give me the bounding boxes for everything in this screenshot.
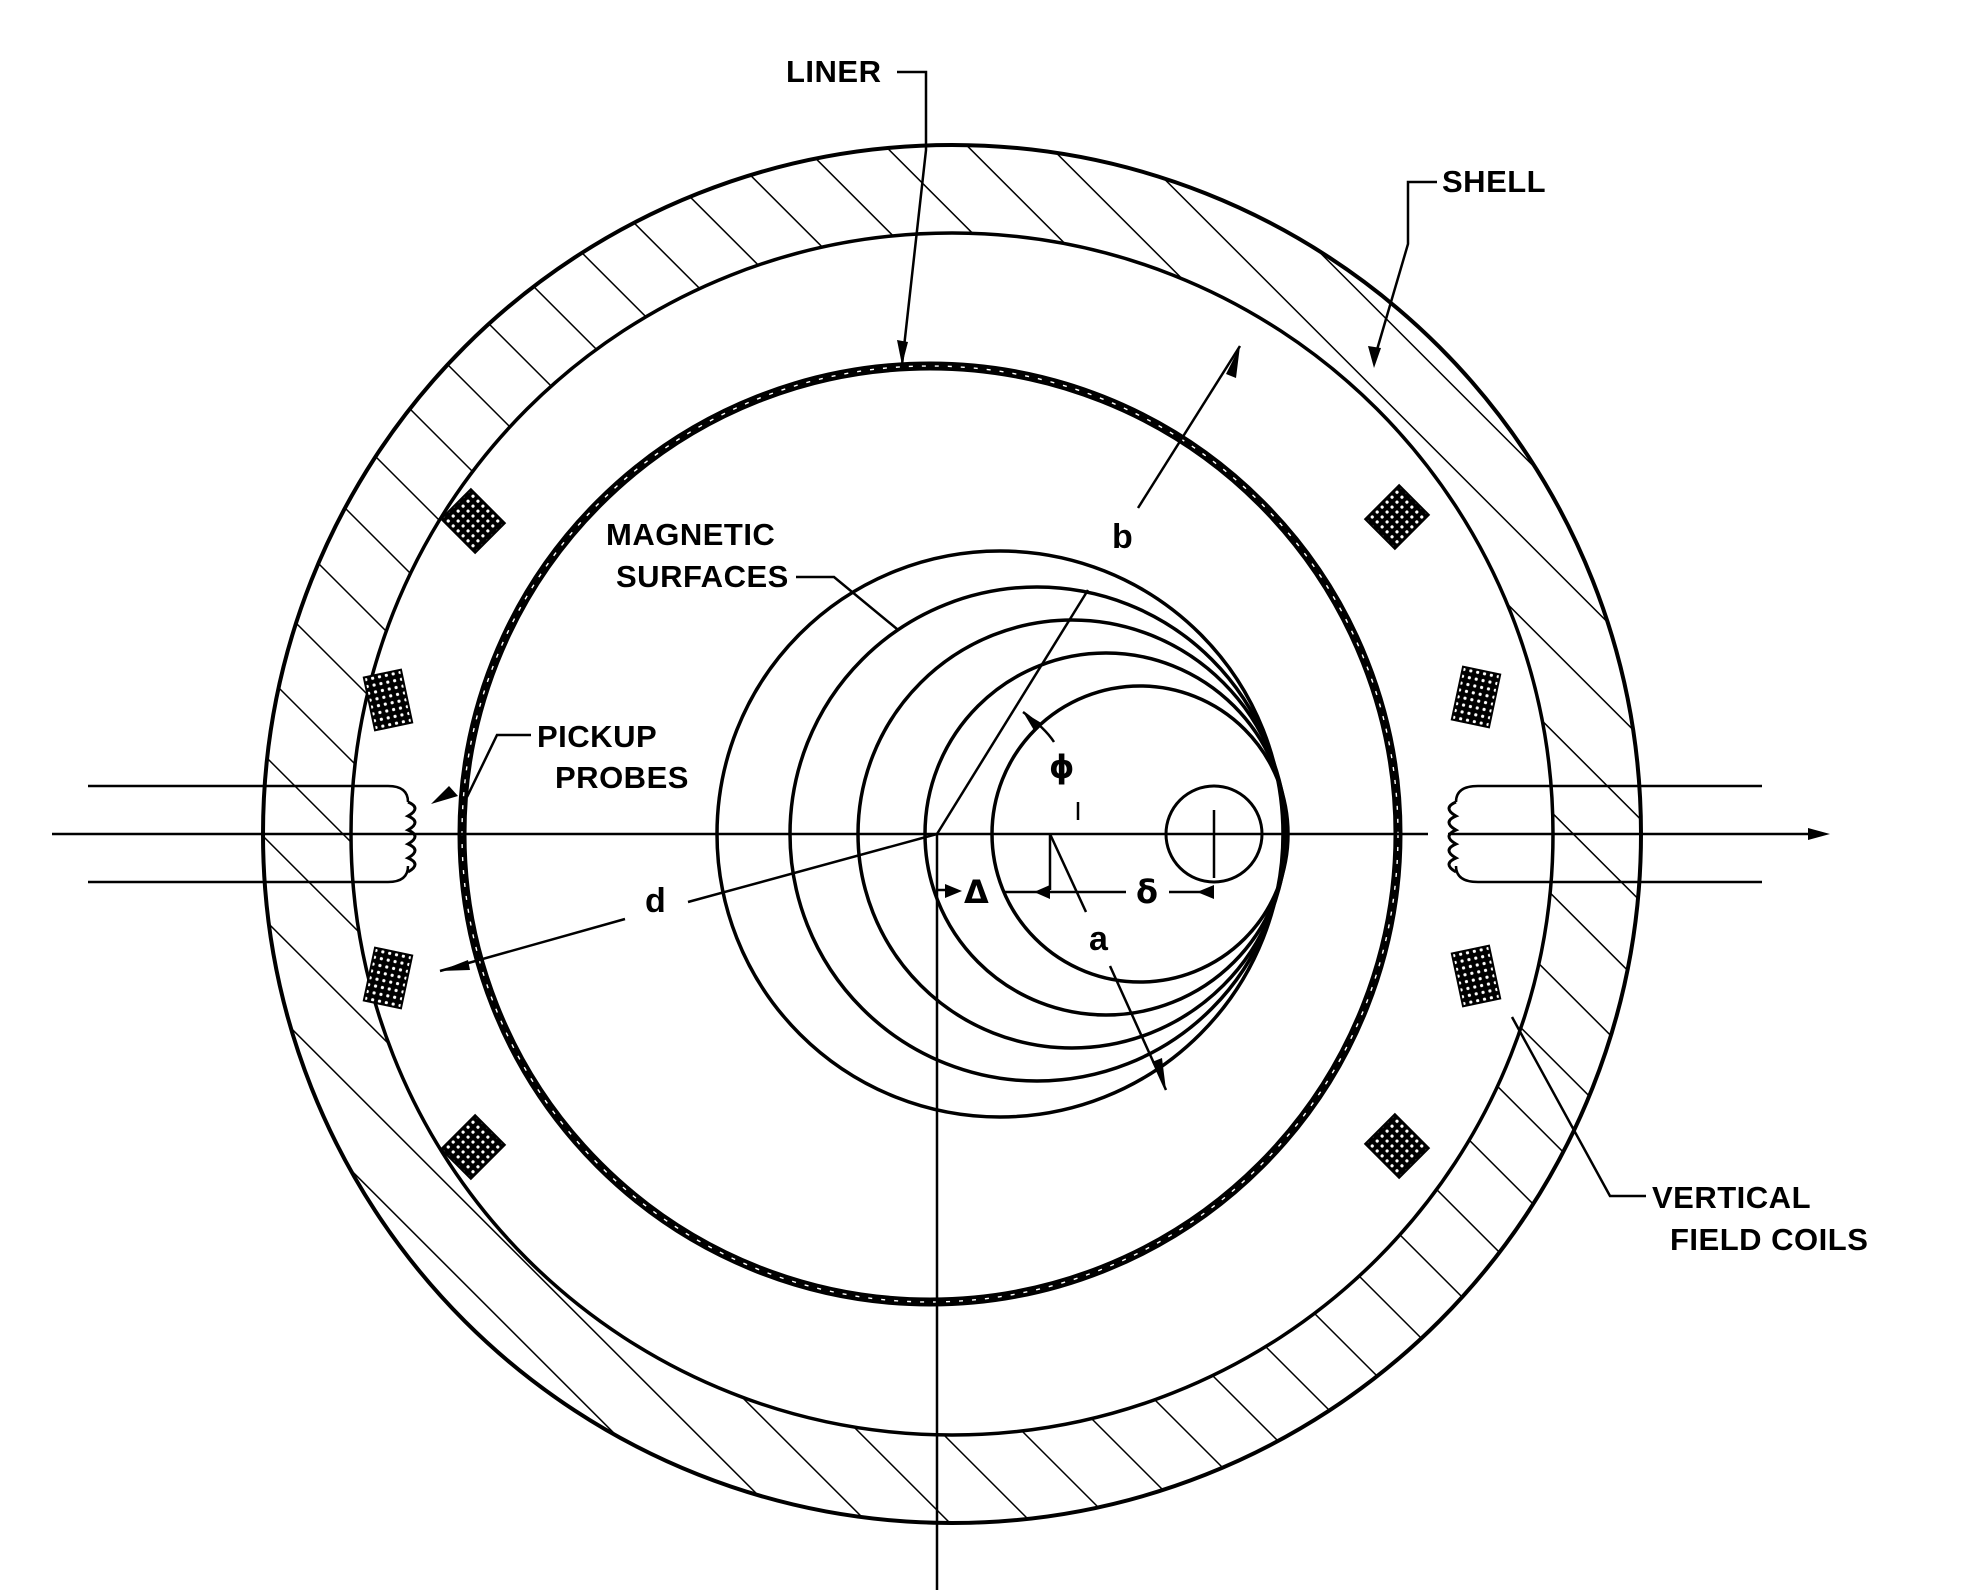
dimension-b	[935, 345, 1242, 835]
label-pickup-probes-2: PROBES	[555, 760, 689, 795]
symbol-delta-upper: Δ	[964, 873, 989, 911]
symbol-phi: ϕ	[1049, 748, 1074, 786]
leader-pickup-probes	[465, 733, 531, 798]
leader-magnetic-surfaces	[796, 575, 898, 630]
phi-arrowhead	[1023, 712, 1043, 732]
label-liner: LINER	[786, 54, 882, 89]
delta-arrow-left	[945, 884, 962, 898]
label-vertical-field-coils-2: FIELD COILS	[1670, 1222, 1868, 1257]
dimension-d	[439, 832, 938, 973]
d-arrowhead	[440, 960, 470, 971]
vertical-field-coils	[362, 483, 1502, 1181]
leader-liner	[897, 70, 928, 366]
a-arrowhead	[1152, 1058, 1166, 1090]
delta-arrow-right	[1034, 885, 1050, 899]
shell-leader-arrow	[1368, 346, 1381, 368]
liner-leader-arrow	[897, 340, 908, 365]
axis-arrowhead	[1808, 828, 1830, 840]
symbol-delta-lower: δ	[1136, 873, 1158, 911]
probe-leads-left	[88, 784, 410, 884]
pickup-probe-right	[1447, 800, 1460, 874]
label-magnetic-surfaces-1: MAGNETIC	[606, 517, 775, 552]
pickup-leader-arrow	[431, 786, 458, 804]
symbol-b: b	[1112, 518, 1133, 556]
leader-vertical-field-coils	[1510, 1016, 1646, 1198]
b-arrowhead	[1226, 346, 1240, 378]
small-delta-arrow	[1197, 885, 1214, 899]
symbol-d: d	[645, 882, 666, 920]
label-pickup-probes-1: PICKUP	[537, 719, 657, 754]
label-shell: SHELL	[1442, 164, 1546, 199]
leader-shell	[1372, 180, 1437, 361]
symbol-a: a	[1089, 920, 1109, 958]
center-lines	[52, 810, 1808, 1590]
label-vertical-field-coils-1: VERTICAL	[1652, 1180, 1811, 1215]
label-magnetic-surfaces-2: SURFACES	[616, 559, 789, 594]
pickup-probe-left	[404, 800, 417, 874]
probe-leads-right	[1454, 784, 1762, 884]
